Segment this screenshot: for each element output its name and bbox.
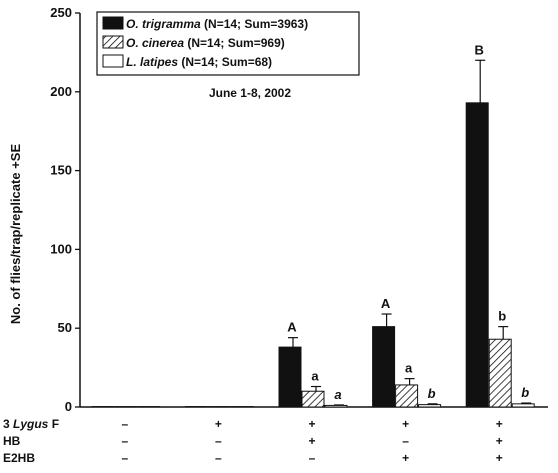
- bar: [137, 406, 161, 408]
- treatment-value: –: [215, 451, 222, 465]
- significance-label: a: [311, 369, 319, 384]
- legend-entry: O. trigramma (N=14; Sum=3963): [126, 17, 308, 31]
- y-tick-label: 100: [50, 241, 72, 256]
- treatment-value: +: [402, 451, 409, 465]
- bar: [324, 404, 348, 408]
- bar: [114, 406, 138, 408]
- significance-label: b: [498, 309, 506, 324]
- legend-box: [96, 11, 360, 76]
- y-axis-label: No. of flies/trap/replicate +SE: [8, 144, 23, 325]
- significance-label: a: [334, 387, 341, 402]
- bar: [465, 102, 489, 408]
- treatment-value: –: [121, 434, 128, 448]
- treatment-value: –: [402, 434, 409, 448]
- treatment-value: +: [496, 451, 503, 465]
- y-axis-ticks: 0 50 100 150 200 250: [50, 5, 80, 414]
- treatment-label: 3 Lygus F: [3, 417, 59, 431]
- bar: [208, 406, 231, 408]
- y-tick-label: 250: [50, 5, 72, 20]
- y-tick-label: 50: [58, 320, 72, 335]
- bar: [418, 404, 442, 408]
- treatment-value: –: [121, 451, 128, 465]
- legend-swatch: [102, 16, 124, 30]
- treatment-value: +: [308, 434, 315, 448]
- bar: [301, 390, 325, 408]
- treatment-value: +: [402, 417, 409, 431]
- legend-entry: O. cinerea (N=14; Sum=969): [126, 36, 285, 50]
- treatment-table: 3 Lygus F – + + + + HB – – + – + E2HB – – – + +: [3, 417, 503, 465]
- treatment-value: +: [496, 417, 503, 431]
- bar: [185, 406, 208, 408]
- treatment-label: E2HB: [3, 451, 35, 465]
- treatment-value: –: [309, 451, 316, 465]
- y-tick-label: 200: [50, 84, 72, 99]
- treatment-value: +: [308, 417, 315, 431]
- treatment-value: +: [215, 417, 222, 431]
- legend-swatch: [102, 54, 124, 68]
- bar: [372, 326, 396, 408]
- y-tick-label: 0: [65, 399, 72, 414]
- significance-label: b: [428, 386, 436, 401]
- treatment-value: –: [215, 434, 222, 448]
- significance-label: b: [521, 385, 529, 400]
- legend-swatch: [102, 35, 124, 49]
- bar: [231, 406, 254, 408]
- chart-subtitle: June 1-8, 2002: [209, 86, 291, 100]
- bar: [511, 403, 535, 408]
- significance-label: A: [381, 296, 391, 311]
- significance-label: A: [287, 320, 297, 335]
- legend-entry: L. latipes (N=14; Sum=68): [126, 55, 272, 69]
- bar: [395, 384, 419, 408]
- significance-label: B: [475, 42, 484, 57]
- legend: O. trigramma (N=14; Sum=3963) O. cinerea …: [96, 11, 360, 76]
- bars: [91, 59, 535, 408]
- bar: [488, 338, 512, 408]
- treatment-value: +: [496, 434, 503, 448]
- bar: [278, 346, 302, 408]
- y-tick-label: 150: [50, 163, 72, 178]
- treatment-value: –: [121, 417, 128, 431]
- treatment-label: HB: [3, 434, 21, 448]
- bar: [91, 406, 115, 408]
- significance-label: a: [405, 361, 413, 376]
